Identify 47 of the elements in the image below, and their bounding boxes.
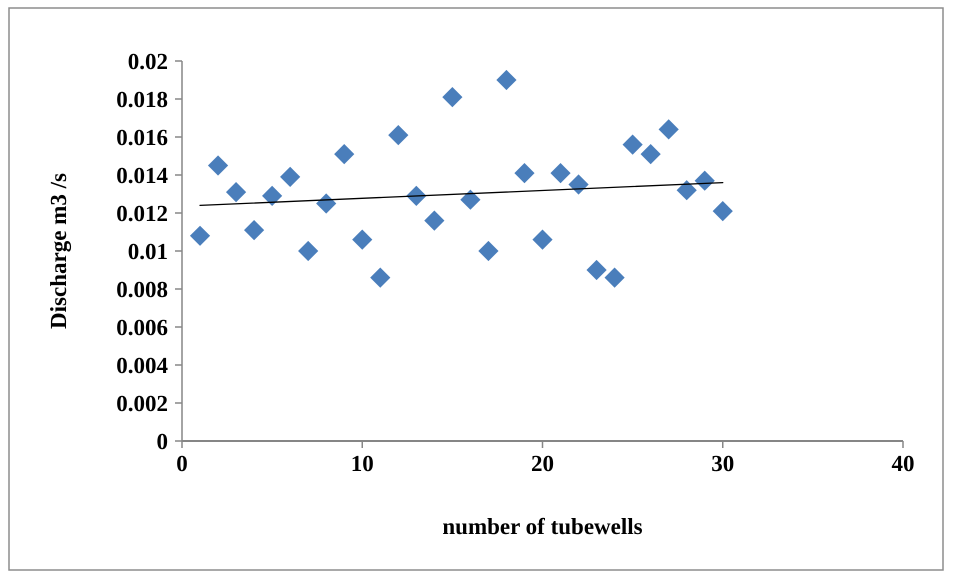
point bbox=[640, 144, 661, 164]
point bbox=[316, 193, 336, 214]
point bbox=[226, 182, 246, 202]
point bbox=[370, 268, 390, 288]
point bbox=[442, 87, 462, 108]
point bbox=[262, 186, 282, 206]
x-axis-title: number of tubewells bbox=[442, 514, 643, 539]
point bbox=[460, 190, 480, 210]
point bbox=[712, 201, 733, 222]
point bbox=[676, 180, 697, 200]
x-tick-label: 0 bbox=[176, 451, 188, 476]
x-tick-label: 40 bbox=[892, 451, 914, 476]
x-tick-label: 30 bbox=[711, 451, 734, 476]
point bbox=[694, 170, 715, 191]
point bbox=[190, 226, 210, 246]
point bbox=[568, 174, 589, 195]
x-tick-label: 10 bbox=[350, 451, 374, 476]
point bbox=[388, 125, 408, 146]
y-tick-label: 0 bbox=[156, 429, 168, 454]
point bbox=[586, 260, 607, 280]
point bbox=[244, 220, 264, 240]
x-tick-label: 20 bbox=[531, 451, 554, 476]
y-tick-label: 0.02 bbox=[128, 49, 168, 74]
y-tick-label: 0.016 bbox=[116, 125, 168, 150]
y-tick-label: 0.004 bbox=[116, 353, 168, 378]
y-tick-label: 0.002 bbox=[116, 391, 168, 416]
y-tick-label: 0.006 bbox=[116, 315, 168, 340]
point bbox=[658, 119, 679, 140]
point bbox=[334, 144, 354, 164]
point bbox=[532, 230, 553, 250]
point bbox=[478, 240, 499, 262]
point bbox=[622, 134, 643, 155]
point bbox=[514, 163, 535, 184]
point bbox=[208, 155, 228, 176]
point bbox=[604, 268, 625, 288]
y-tick-label: 0.008 bbox=[116, 277, 168, 302]
y-tick-label: 0.018 bbox=[116, 87, 168, 112]
y-tick-label: 0.012 bbox=[116, 201, 168, 226]
y-tick-label: 0.014 bbox=[116, 163, 168, 188]
point bbox=[352, 230, 372, 250]
point bbox=[550, 163, 571, 184]
point bbox=[424, 210, 444, 231]
point bbox=[496, 70, 517, 90]
y-axis-title: Discharge m3 /s bbox=[46, 173, 72, 329]
point bbox=[280, 166, 300, 187]
point bbox=[298, 240, 318, 262]
y-tick-label: 0.01 bbox=[128, 239, 168, 264]
